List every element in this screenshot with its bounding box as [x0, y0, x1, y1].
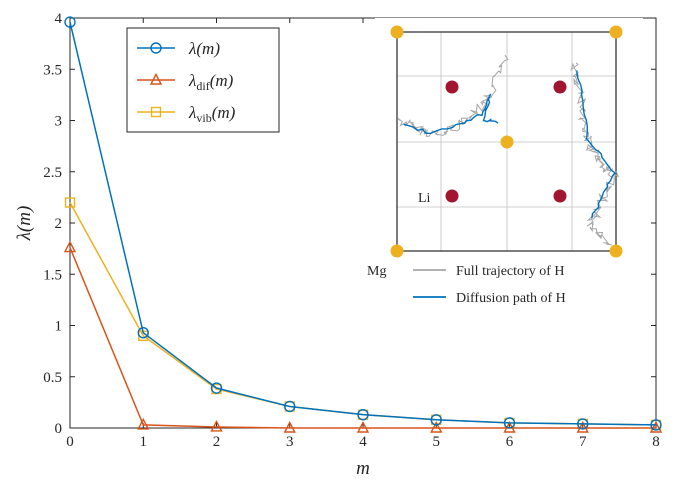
data-point — [210, 419, 223, 432]
legend-label: λdif(m) — [188, 71, 234, 93]
li-label: Li — [418, 191, 431, 206]
x-tick-label: 1 — [140, 434, 148, 450]
y-tick-label: 1 — [55, 319, 63, 335]
data-point — [357, 408, 369, 421]
data-point — [576, 420, 589, 433]
data-point — [430, 414, 442, 426]
data-point — [64, 197, 76, 208]
legend-label: λ(m) — [188, 39, 220, 58]
data-point — [64, 16, 76, 28]
mg-atom — [500, 135, 514, 149]
x-tick-label: 5 — [433, 434, 441, 450]
mg-label: Mg — [367, 264, 386, 279]
y-tick-label: 1.5 — [43, 267, 62, 283]
data-point — [649, 420, 663, 433]
y-tick-label: 2 — [55, 216, 63, 232]
legend-marker — [150, 42, 162, 54]
inset-legend-label: Full trajectory of H — [456, 264, 564, 279]
data-point — [356, 420, 370, 433]
diffusion-path-left — [403, 93, 499, 135]
mg-atom — [609, 244, 623, 258]
legend-marker — [150, 106, 162, 118]
y-tick-label: 3.5 — [43, 62, 62, 78]
y-tick-label: 3 — [55, 114, 63, 130]
li-atom — [445, 80, 459, 94]
plot-area — [63, 16, 663, 433]
x-tick-label: 6 — [506, 434, 514, 450]
x-tick-label: 2 — [213, 434, 221, 450]
data-point — [283, 420, 296, 433]
li-atom — [553, 189, 567, 203]
legend: λ(m) λdif(m) λvib(m) — [126, 27, 280, 133]
data-point — [503, 417, 516, 429]
data-point — [284, 400, 296, 413]
mg-atom — [390, 244, 404, 258]
y-tick-label: 2.5 — [43, 165, 62, 181]
legend-entry: λdif(m) — [137, 71, 234, 93]
data-point — [63, 240, 77, 253]
y-tick-label: 0.5 — [43, 370, 62, 386]
data-point — [430, 420, 443, 433]
y-axis-title: λ(m) — [14, 206, 35, 242]
data-point — [137, 417, 150, 430]
data-point — [577, 418, 589, 430]
x-tick-label: 3 — [286, 434, 294, 450]
data-point — [137, 326, 149, 339]
legend-entry: λ(m) — [137, 39, 220, 58]
inset-legend-label: Diffusion path of H — [456, 291, 566, 306]
li-atom — [553, 80, 567, 94]
x-axis-title: m — [356, 458, 370, 479]
series-line — [69, 247, 656, 429]
data-point — [210, 382, 223, 394]
data-point — [650, 419, 662, 431]
series-total — [64, 16, 662, 431]
legend-entry: λvib(m) — [137, 103, 236, 125]
x-tick-label: 0 — [66, 434, 74, 450]
y-tick-label: 0 — [55, 421, 63, 437]
mg-atom — [609, 25, 623, 39]
diffusion-path-right — [576, 70, 617, 219]
mg-atom — [390, 25, 404, 39]
x-tick-label: 7 — [579, 434, 587, 450]
diffusion-path-group — [403, 70, 617, 219]
inset-frame — [396, 31, 617, 252]
legend-marker — [149, 72, 163, 85]
legend-label: λvib(m) — [188, 103, 236, 125]
inset-background — [375, 18, 643, 318]
x-tick-label: 8 — [652, 434, 660, 450]
li-atom — [445, 189, 459, 203]
inset-legend-entry: Full trajectory of H — [413, 264, 564, 279]
inset-lattice-diagram: Li Mg Full trajectory of H Diffusion path o… — [367, 18, 643, 318]
x-tick-label: 4 — [359, 434, 367, 450]
series-line — [69, 21, 657, 426]
inset-legend-entry: Diffusion path of H — [413, 291, 566, 306]
y-tick-label: 4 — [55, 11, 63, 27]
